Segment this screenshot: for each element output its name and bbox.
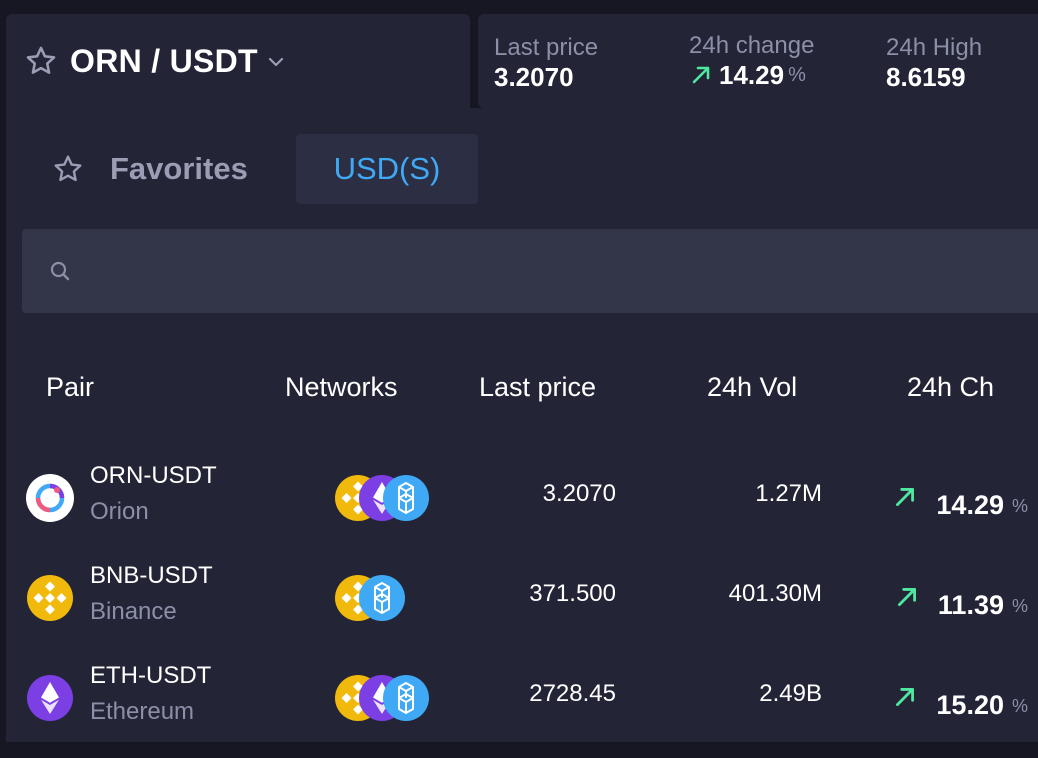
row-change-unit: % (1011, 696, 1028, 716)
column-header-pair[interactable]: Pair (46, 372, 95, 402)
star-icon (52, 153, 84, 185)
fantom-network-icon (382, 474, 430, 522)
stat-last-price: Last price 3.2070 (494, 34, 598, 92)
row-pair: BNB-USDT (90, 562, 213, 589)
ethereum-logo (26, 674, 74, 722)
row-coin-name: Binance (90, 598, 177, 625)
stat-24h-high: 24h High 8.6159 (886, 34, 982, 92)
row-coin-name: Orion (90, 498, 149, 525)
row-24h-change: 14.29 % (892, 480, 1028, 521)
pair-list-panel: Favorites USD(S) Pair Networks Last pric… (6, 108, 1038, 742)
fantom-network-icon (358, 574, 406, 622)
column-header-24h-change[interactable]: 24h Ch (907, 372, 995, 402)
row-coin-name: Ethereum (90, 698, 195, 725)
row-networks (334, 574, 454, 622)
table-row[interactable]: ETH-USDT Ethereum 2728.45 2.49B 15.20 % (6, 658, 1038, 758)
pair-title: ORN / USDT (70, 42, 258, 79)
row-networks (334, 474, 454, 522)
row-24h-vol: 401.30M (728, 580, 822, 607)
row-pair: ORN-USDT (90, 462, 217, 489)
tab-favorites-label: Favorites (110, 151, 248, 186)
row-24h-change: 15.20 % (892, 680, 1028, 721)
column-header-last-price[interactable]: Last price (479, 372, 597, 402)
orion-logo (26, 474, 74, 522)
column-header-24h-vol[interactable]: 24h Vol (707, 372, 798, 402)
tab-favorites[interactable]: Favorites (52, 134, 248, 204)
row-change-unit: % (1011, 596, 1028, 616)
row-last-price: 3.2070 (542, 480, 616, 507)
stat-change-value: 14.29 (719, 60, 785, 90)
table-row[interactable]: ORN-USDT Orion 3.2070 1.27M 14.29 % (6, 458, 1038, 558)
row-change-value: 14.29 (936, 490, 1004, 520)
row-change-value: 15.20 (936, 690, 1004, 720)
stat-last-price-label: Last price (494, 34, 599, 61)
row-24h-vol: 1.27M (755, 480, 822, 507)
search-icon (50, 261, 70, 281)
row-change-unit: % (1011, 496, 1028, 516)
trend-up-arrow-icon (892, 484, 918, 510)
row-change-value: 11.39 (937, 590, 1004, 620)
trend-up-arrow-icon (894, 584, 920, 610)
stat-change-unit: % (788, 64, 806, 86)
row-24h-change: 11.39 % (894, 580, 1028, 621)
favorite-star-icon[interactable] (24, 44, 58, 78)
row-24h-vol: 2.49B (759, 680, 822, 707)
trend-up-arrow-icon (892, 684, 918, 710)
stat-high-label: 24h High (886, 34, 983, 61)
stat-24h-change: 24h change 14.29 % (689, 32, 814, 90)
stat-change-label: 24h change (689, 32, 815, 59)
trend-up-arrow-icon (689, 63, 713, 87)
row-pair: ETH-USDT (90, 662, 212, 689)
tab-usd[interactable]: USD(S) (296, 134, 478, 204)
column-header-networks: Networks (285, 372, 398, 402)
tab-usd-label: USD(S) (333, 151, 441, 186)
search-input[interactable] (86, 257, 986, 285)
row-last-price: 2728.45 (529, 680, 616, 707)
chevron-down-icon[interactable] (264, 50, 288, 74)
binance-logo (26, 574, 74, 622)
market-stats-bar: Last price 3.2070 24h change 14.29 % 24h… (478, 14, 1038, 108)
row-networks (334, 674, 454, 722)
pair-selector[interactable]: ORN / USDT (6, 14, 470, 108)
table-row[interactable]: BNB-USDT Binance 371.500 401.30M 11.39 % (6, 558, 1038, 658)
stat-last-price-value: 3.2070 (494, 62, 574, 92)
search-box[interactable] (22, 229, 1038, 313)
row-last-price: 371.500 (529, 580, 616, 607)
fantom-network-icon (382, 674, 430, 722)
stat-high-value: 8.6159 (886, 62, 966, 92)
